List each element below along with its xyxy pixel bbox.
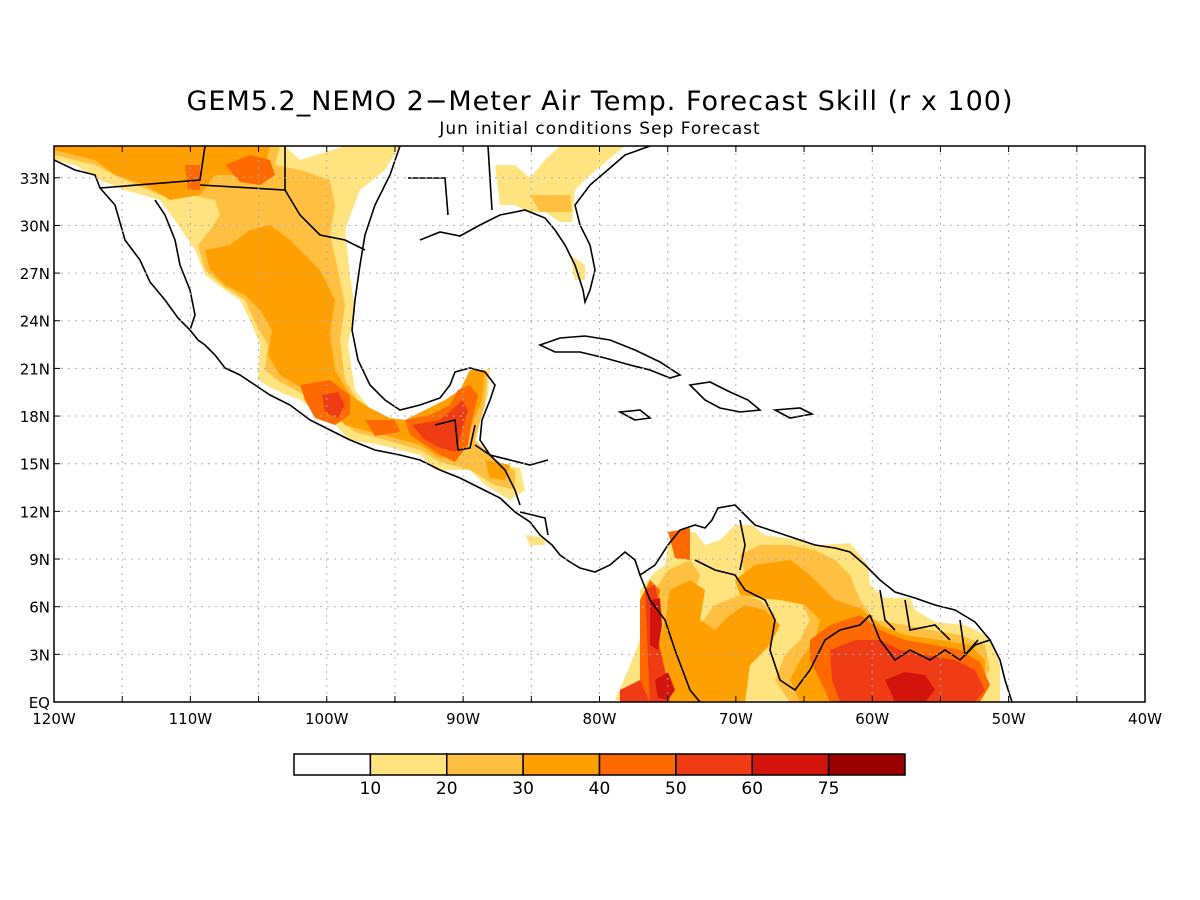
lat-tick-label: 18N [20,408,50,426]
lat-tick-label: 3N [29,646,50,664]
lon-tick-label: 70W [719,710,753,728]
colorbar-label: 10 [360,779,382,799]
lat-tick-label: 6N [29,599,50,617]
colorbar-label: 50 [665,779,687,799]
lat-tick-label: 33N [20,170,50,188]
colorbar-label: 20 [436,779,458,799]
colorbar-label: 40 [589,779,611,799]
lat-tick-label: 30N [20,217,50,235]
colorbar-label: 75 [818,779,840,799]
colorbar-swatch [598,753,677,776]
colorbar-swatch [293,753,372,776]
colorbar: 10 20 30 40 50 60 75 [293,753,906,799]
lon-tick-label: 80W [583,710,617,728]
lat-tick-label: 21N [20,360,50,378]
graticule [54,146,1145,702]
colorbar-swatch [675,753,753,776]
axis-ticks [53,146,1146,703]
lat-tick-label: 12N [20,503,50,521]
colorbar-swatch [446,753,524,776]
chart-title: GEM5.2_NEMO 2−Meter Air Temp. Forecast S… [186,86,1014,117]
lon-tick-label: 50W [992,710,1026,728]
lat-tick-label: EQ [29,694,50,712]
lon-tick-label: 90W [446,710,480,728]
lon-tick-label: 60W [855,710,889,728]
lon-tick-label: 100W [305,710,349,728]
lat-tick-label: 9N [29,551,50,569]
longitude-labels: 120W 110W 100W 90W 80W 70W 60W 50W 40W [32,710,1162,728]
colorbar-swatch [369,753,448,776]
chart-subtitle: Jun initial conditions Sep Forecast [439,119,761,139]
colorbar-swatch [827,753,906,776]
lon-tick-label: 120W [32,710,76,728]
colorbar-swatch [751,753,830,776]
lat-tick-label: 27N [20,265,50,283]
latitude-labels: EQ 3N 6N 9N 12N 15N 18N 21N 24N 27N 30N 33N [20,170,50,712]
lat-tick-label: 24N [20,313,50,331]
skill-fields [54,146,1000,702]
coastlines-and-borders [54,146,1013,702]
lon-tick-label: 110W [169,710,213,728]
lat-tick-label: 15N [20,456,50,474]
lon-tick-label: 40W [1128,710,1162,728]
colorbar-label: 60 [741,779,763,799]
colorbar-swatch [522,753,601,776]
colorbar-label: 30 [512,779,534,799]
